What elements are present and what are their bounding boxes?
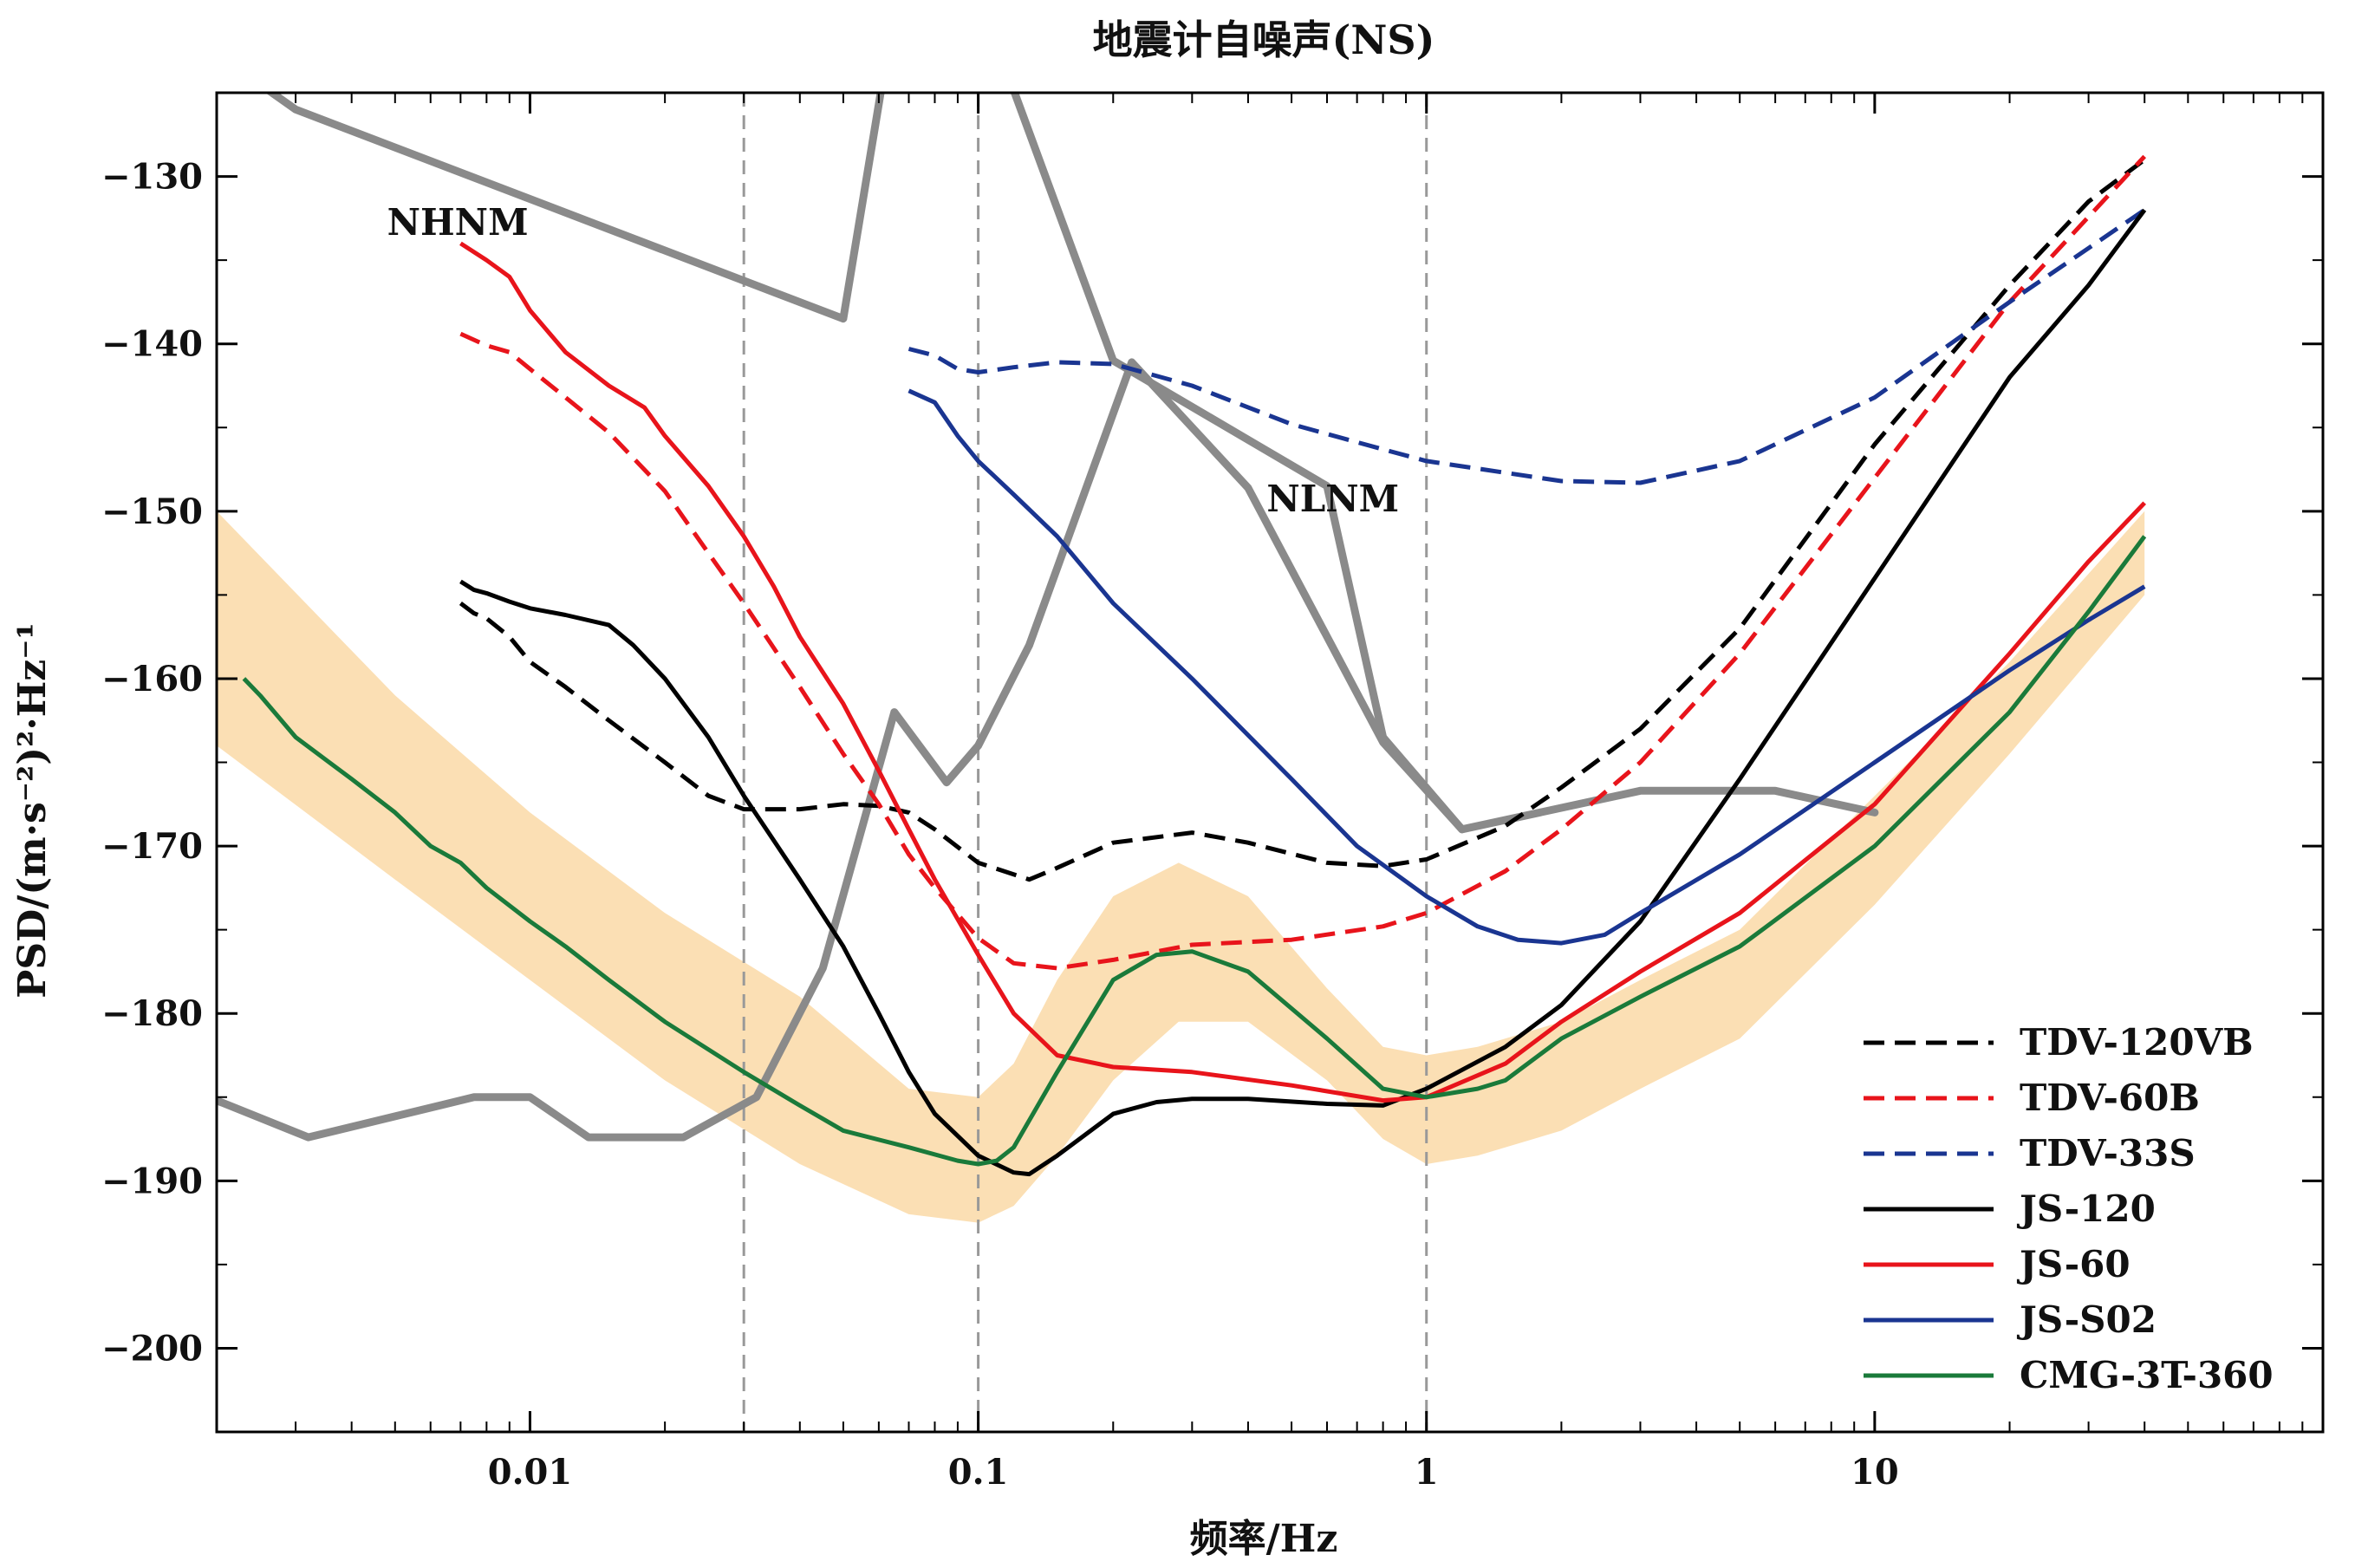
annotation-nhnm: NHNM	[387, 201, 529, 244]
y-tick-label: −160	[101, 659, 203, 699]
y-tick-label: −190	[101, 1161, 203, 1201]
x-tick-label: 0.1	[948, 1452, 1009, 1493]
y-tick-label: −180	[101, 993, 203, 1034]
series-line-tdv-120vb	[459, 158, 2146, 882]
legend: TDV-120VB TDV-60B TDV-33S JS-120 JS-60 JS-S02…	[1864, 1021, 2274, 1396]
nlnm-model-line	[217, 358, 1467, 1142]
reference-model-layer	[217, 93, 1879, 1142]
series-layer	[242, 154, 2147, 1177]
y-tick-label: −130	[101, 157, 203, 198]
x-tick-label: 10	[1851, 1452, 1899, 1493]
legend-label: JS-60	[2016, 1243, 2131, 1285]
legend-label: TDV-60B	[2020, 1077, 2200, 1119]
legend-label: TDV-33S	[2020, 1132, 2196, 1174]
y-tick-label: −140	[101, 324, 203, 365]
legend-label: JS-S02	[2016, 1298, 2157, 1341]
nhnm-model-line	[265, 93, 1879, 834]
annotation-nlnm: NLNM	[1266, 478, 1399, 520]
legend-label: JS-120	[2016, 1187, 2156, 1230]
legend-label: CMG-3T-360	[2020, 1354, 2274, 1396]
y-tick-label: −200	[101, 1328, 203, 1369]
ticks-layer: 0.01 0.1 1 10 −130 −140 −150 −160 −170 −180 −190 −2…	[101, 92, 2323, 1493]
annotations-layer: NHNM NLNM	[387, 201, 1400, 520]
y-tick-label: −170	[101, 826, 203, 867]
y-tick-label: −150	[101, 491, 203, 532]
series-line-js-60	[459, 241, 2147, 1103]
chart-title: 地震计自噪声(NS)	[1093, 16, 1435, 63]
x-tick-label: 0.01	[488, 1452, 572, 1493]
x-tick-label: 1	[1415, 1452, 1439, 1493]
y-axis-label: PSD/(m·s⁻²)²·Hz⁻¹	[10, 622, 55, 999]
series-line-tdv-60b	[459, 154, 2147, 971]
series-line-cmg-3t-360	[242, 535, 2147, 1167]
legend-label: TDV-120VB	[2020, 1021, 2254, 1064]
x-axis-label: 频率/Hz	[1190, 1517, 1338, 1561]
series-line-tdv-33s	[908, 208, 2146, 485]
series-line-js-120	[459, 208, 2147, 1177]
series-line-js-s02	[908, 388, 2146, 946]
reference-vlines-layer	[742, 93, 1428, 1432]
